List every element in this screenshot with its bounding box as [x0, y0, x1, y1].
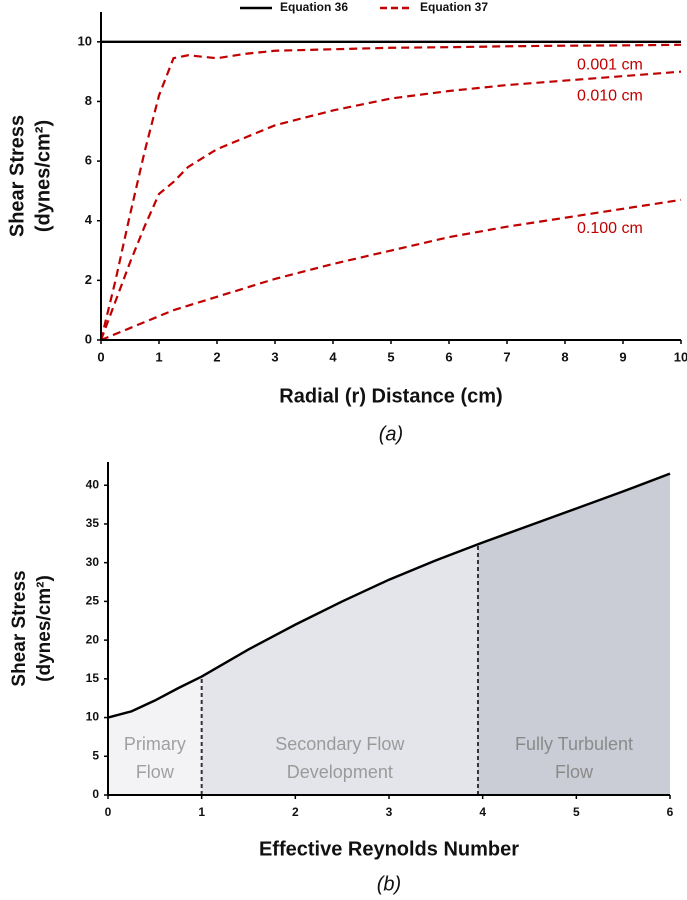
- x-tick-label: 8: [561, 349, 568, 364]
- x-tick-label: 2: [213, 349, 220, 364]
- series-line: [100, 198, 682, 342]
- y-tick-label: 20: [86, 632, 100, 646]
- x-tick-label: 3: [271, 349, 278, 364]
- y-axis-label: Shear Stress: [6, 115, 28, 237]
- y-tick-label: 5: [92, 748, 99, 762]
- y-tick-label: 10: [78, 33, 92, 48]
- curve-label: 0.001 cm: [577, 57, 643, 74]
- curve-label: 0.010 cm: [577, 87, 643, 104]
- x-tick-label: 3: [386, 805, 393, 819]
- x-axis-label: Effective Reynolds Number: [259, 838, 519, 860]
- x-tick-label: 5: [573, 805, 580, 819]
- y-axis-label: (dynes/cm²): [34, 575, 55, 682]
- x-tick-label: 6: [445, 349, 452, 364]
- y-tick-label: 6: [85, 153, 92, 168]
- y-tick-label: 8: [85, 93, 92, 108]
- x-tick-label: 4: [329, 349, 337, 364]
- y-axis-label: (dynes/cm²): [32, 120, 54, 232]
- series-line: [99, 70, 682, 341]
- y-tick-label: 40: [86, 477, 100, 491]
- x-tick-label: 7: [503, 349, 510, 364]
- region-label: Fully Turbulent: [515, 734, 633, 754]
- y-tick-label: 35: [86, 516, 100, 530]
- region-label: Primary: [124, 734, 186, 754]
- legend-label: Equation 36: [280, 0, 348, 14]
- x-tick-label: 9: [619, 349, 626, 364]
- y-axis-label: Shear Stress: [9, 570, 30, 686]
- region-label: Secondary Flow: [275, 734, 405, 754]
- y-tick-label: 25: [86, 594, 100, 608]
- y-tick-label: 2: [85, 272, 92, 287]
- x-tick-label: 10: [674, 349, 687, 364]
- y-tick-label: 15: [86, 671, 100, 685]
- x-tick-label: 6: [667, 805, 674, 819]
- x-tick-label: 1: [155, 349, 162, 364]
- x-tick-label: 2: [292, 805, 299, 819]
- x-tick-label: 4: [479, 805, 486, 819]
- curve-label: 0.100 cm: [577, 220, 643, 237]
- x-tick-label: 0: [105, 805, 112, 819]
- x-tick-label: 5: [387, 349, 394, 364]
- x-tick-label: 1: [198, 805, 205, 819]
- y-tick-label: 30: [86, 555, 100, 569]
- x-axis-label: Radial (r) Distance (cm): [279, 385, 502, 407]
- caption: (a): [379, 423, 403, 445]
- y-tick-label: 0: [92, 787, 99, 801]
- series-line: [107, 472, 671, 719]
- y-tick-label: 4: [85, 212, 93, 227]
- region-label: Flow: [136, 762, 175, 782]
- legend-label: Equation 37: [420, 0, 488, 14]
- region-label: Development: [287, 762, 393, 782]
- y-tick-label: 10: [86, 710, 100, 724]
- x-tick-label: 0: [97, 349, 104, 364]
- series-line: [99, 43, 682, 341]
- caption: (b): [377, 873, 401, 895]
- y-tick-label: 0: [85, 331, 92, 346]
- region-label: Flow: [555, 762, 594, 782]
